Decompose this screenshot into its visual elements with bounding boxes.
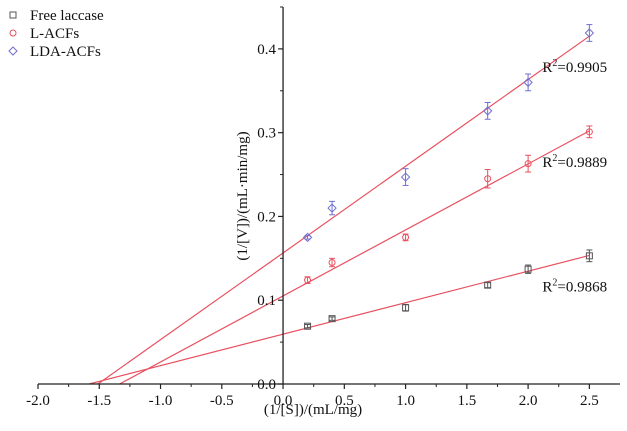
legend: Free laccase L-ACFs LDA-ACFs [8, 8, 104, 60]
r2-labels-layer: R2=0.9868 R2=0.9889 R2=0.9905 [542, 58, 607, 295]
x-tick-label: 0.5 [335, 393, 354, 409]
y-tick-label: 0.0 [257, 377, 276, 393]
y-tick-label: 0.4 [257, 42, 276, 58]
data-point-series-2 [402, 233, 410, 241]
r2-label-3: R2=0.9905 [542, 58, 607, 76]
data-point-series-3 [482, 106, 493, 116]
y-tick-label: 0.1 [257, 293, 276, 309]
data-point-series-1 [304, 322, 312, 330]
legend-marker-1 [9, 11, 17, 19]
data-point-series-2 [304, 276, 312, 284]
fit-lines-layer [89, 35, 590, 385]
legend-marker-2 [9, 29, 17, 37]
legend-label-2: L-ACFs [30, 26, 79, 42]
fit-line-2 [119, 130, 590, 385]
fit-line-1 [89, 254, 590, 385]
x-tick-label: 0.0 [274, 393, 293, 409]
x-axis-title: (1/[S])/(mL/mg) [264, 402, 362, 418]
data-point-series-2 [328, 259, 336, 267]
x-tick-label: -1.0 [149, 393, 173, 409]
data-point-series-2 [484, 175, 492, 183]
data-point-series-1 [328, 315, 336, 323]
data-point-series-3 [327, 203, 337, 213]
axes-layer: -2.0 -1.5 -1.0 -0.5 0.0 0.5 1.0 1.5 2.0 2.5 0.0 0.1… [26, 6, 620, 409]
data-point-series-1 [402, 304, 410, 312]
data-point-series-3 [584, 28, 595, 38]
data-point-series-1 [524, 265, 532, 273]
y-tick-label: 0.3 [257, 126, 276, 142]
y-tick-label: 0.2 [257, 209, 276, 225]
legend-label-1: Free laccase [30, 8, 104, 24]
data-points-layer [302, 24, 595, 330]
data-point-series-3 [400, 172, 411, 182]
x-tick-label: -2.0 [26, 393, 50, 409]
x-tick-label: -0.5 [210, 393, 234, 409]
legend-label-3: LDA-ACFs [30, 44, 101, 60]
data-point-series-2 [585, 128, 593, 136]
data-point-series-1 [585, 252, 593, 260]
data-point-series-3 [523, 77, 533, 88]
x-tick-label: 1.5 [457, 393, 476, 409]
x-tick-label: -1.5 [87, 393, 111, 409]
data-point-series-3 [302, 232, 313, 243]
data-point-series-2 [524, 160, 532, 168]
y-axis-title: (1/[V])/(mL·min/mg) [235, 131, 251, 260]
data-point-series-1 [484, 281, 492, 289]
legend-marker-3 [8, 46, 18, 56]
r2-label-1: R2=0.9868 [542, 277, 607, 295]
x-tick-label: 2.0 [519, 393, 538, 409]
x-tick-label: 2.5 [580, 393, 599, 409]
x-tick-label: 1.0 [396, 393, 415, 409]
r2-label-2: R2=0.9889 [542, 153, 607, 171]
fit-line-3 [97, 35, 590, 385]
